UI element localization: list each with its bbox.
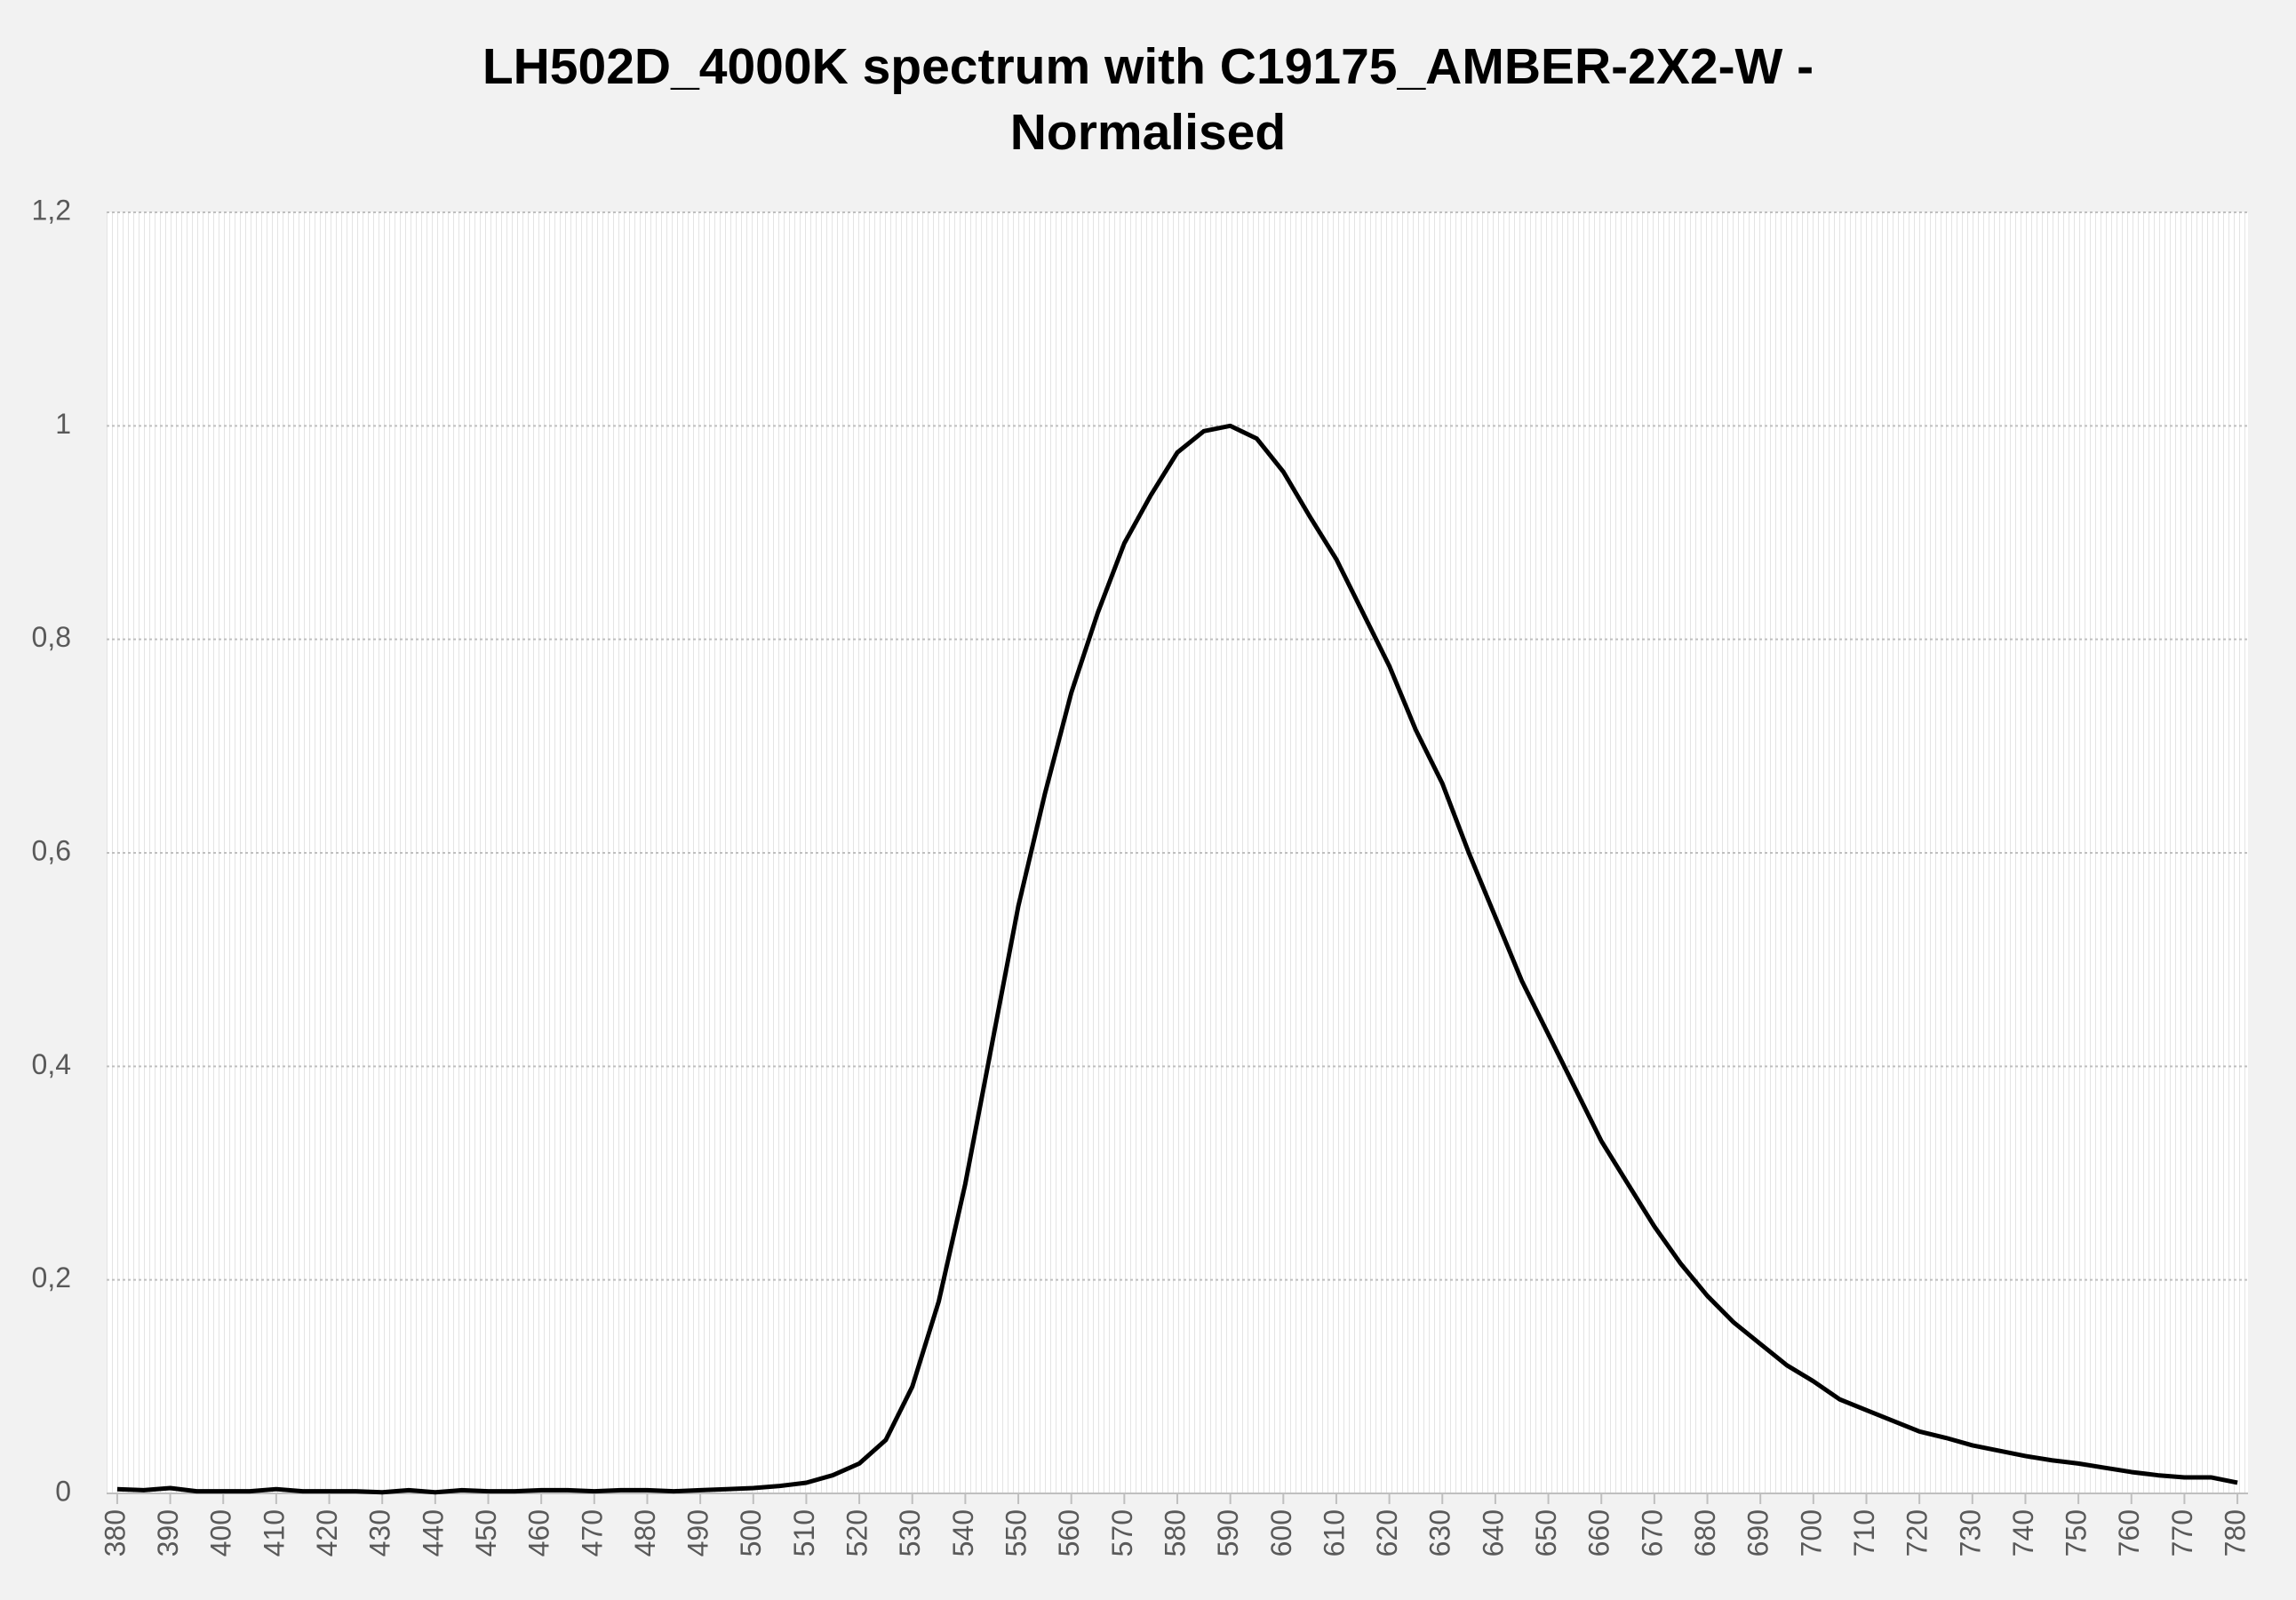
x-tick-label: 610 <box>1318 1509 1350 1556</box>
x-tick-label: 720 <box>1901 1509 1933 1556</box>
x-tick-label: 530 <box>894 1509 926 1556</box>
y-tick-label: 0,8 <box>32 621 71 653</box>
x-tick-label: 580 <box>1159 1509 1191 1556</box>
x-tick-label: 710 <box>1848 1509 1880 1556</box>
x-tick-label: 700 <box>1795 1509 1827 1556</box>
x-tick-label: 560 <box>1053 1509 1085 1556</box>
x-tick-label: 490 <box>682 1509 714 1556</box>
x-tick-label: 380 <box>99 1509 131 1556</box>
y-tick-label: 1 <box>55 408 71 440</box>
y-tick-label: 0 <box>55 1475 71 1507</box>
x-tick-label: 390 <box>152 1509 184 1556</box>
x-tick-label: 480 <box>629 1509 661 1556</box>
plot-area <box>107 212 2248 1493</box>
x-tick-label: 550 <box>1000 1509 1032 1556</box>
x-tick-label: 510 <box>788 1509 820 1556</box>
x-tick-label: 640 <box>1477 1509 1509 1556</box>
y-tick-label: 0,4 <box>32 1048 71 1080</box>
y-tick-label: 0,2 <box>32 1262 71 1294</box>
x-tick-label: 660 <box>1583 1509 1615 1556</box>
x-tick-label: 440 <box>417 1509 449 1556</box>
x-tick-label: 430 <box>364 1509 396 1556</box>
x-tick-label: 570 <box>1106 1509 1138 1556</box>
x-tick-label: 400 <box>205 1509 237 1556</box>
x-tick-label: 680 <box>1689 1509 1721 1556</box>
series-line <box>116 423 2238 1495</box>
x-tick-label: 450 <box>470 1509 502 1556</box>
x-tick-label: 670 <box>1636 1509 1668 1556</box>
x-tick-label: 540 <box>947 1509 979 1556</box>
x-tick-label: 590 <box>1212 1509 1244 1556</box>
x-tick-label: 740 <box>2007 1509 2039 1556</box>
x-tick-label: 460 <box>523 1509 555 1556</box>
x-tick-label: 420 <box>311 1509 343 1556</box>
x-tick-label: 780 <box>2220 1509 2252 1556</box>
x-tick-label: 470 <box>576 1509 608 1556</box>
x-tick-label: 650 <box>1530 1509 1562 1556</box>
x-tick-label: 750 <box>2061 1509 2093 1556</box>
x-tick-label: 630 <box>1424 1509 1456 1556</box>
y-tick-label: 0,6 <box>32 834 71 866</box>
x-tick-label: 620 <box>1371 1509 1403 1556</box>
chart-title: LH502D_4000K spectrum with C19175_AMBER-… <box>482 38 1814 161</box>
x-tick-label: 760 <box>2113 1509 2145 1556</box>
y-tick-label: 1,2 <box>32 194 71 226</box>
x-tick-label: 520 <box>841 1509 873 1556</box>
x-tick-label: 600 <box>1265 1509 1297 1556</box>
x-tick-label: 500 <box>735 1509 767 1556</box>
x-tick-label: 730 <box>1954 1509 1986 1556</box>
x-tick-label: 770 <box>2166 1509 2198 1556</box>
x-tick-label: 690 <box>1742 1509 1774 1556</box>
x-tick-label: 410 <box>258 1509 290 1556</box>
